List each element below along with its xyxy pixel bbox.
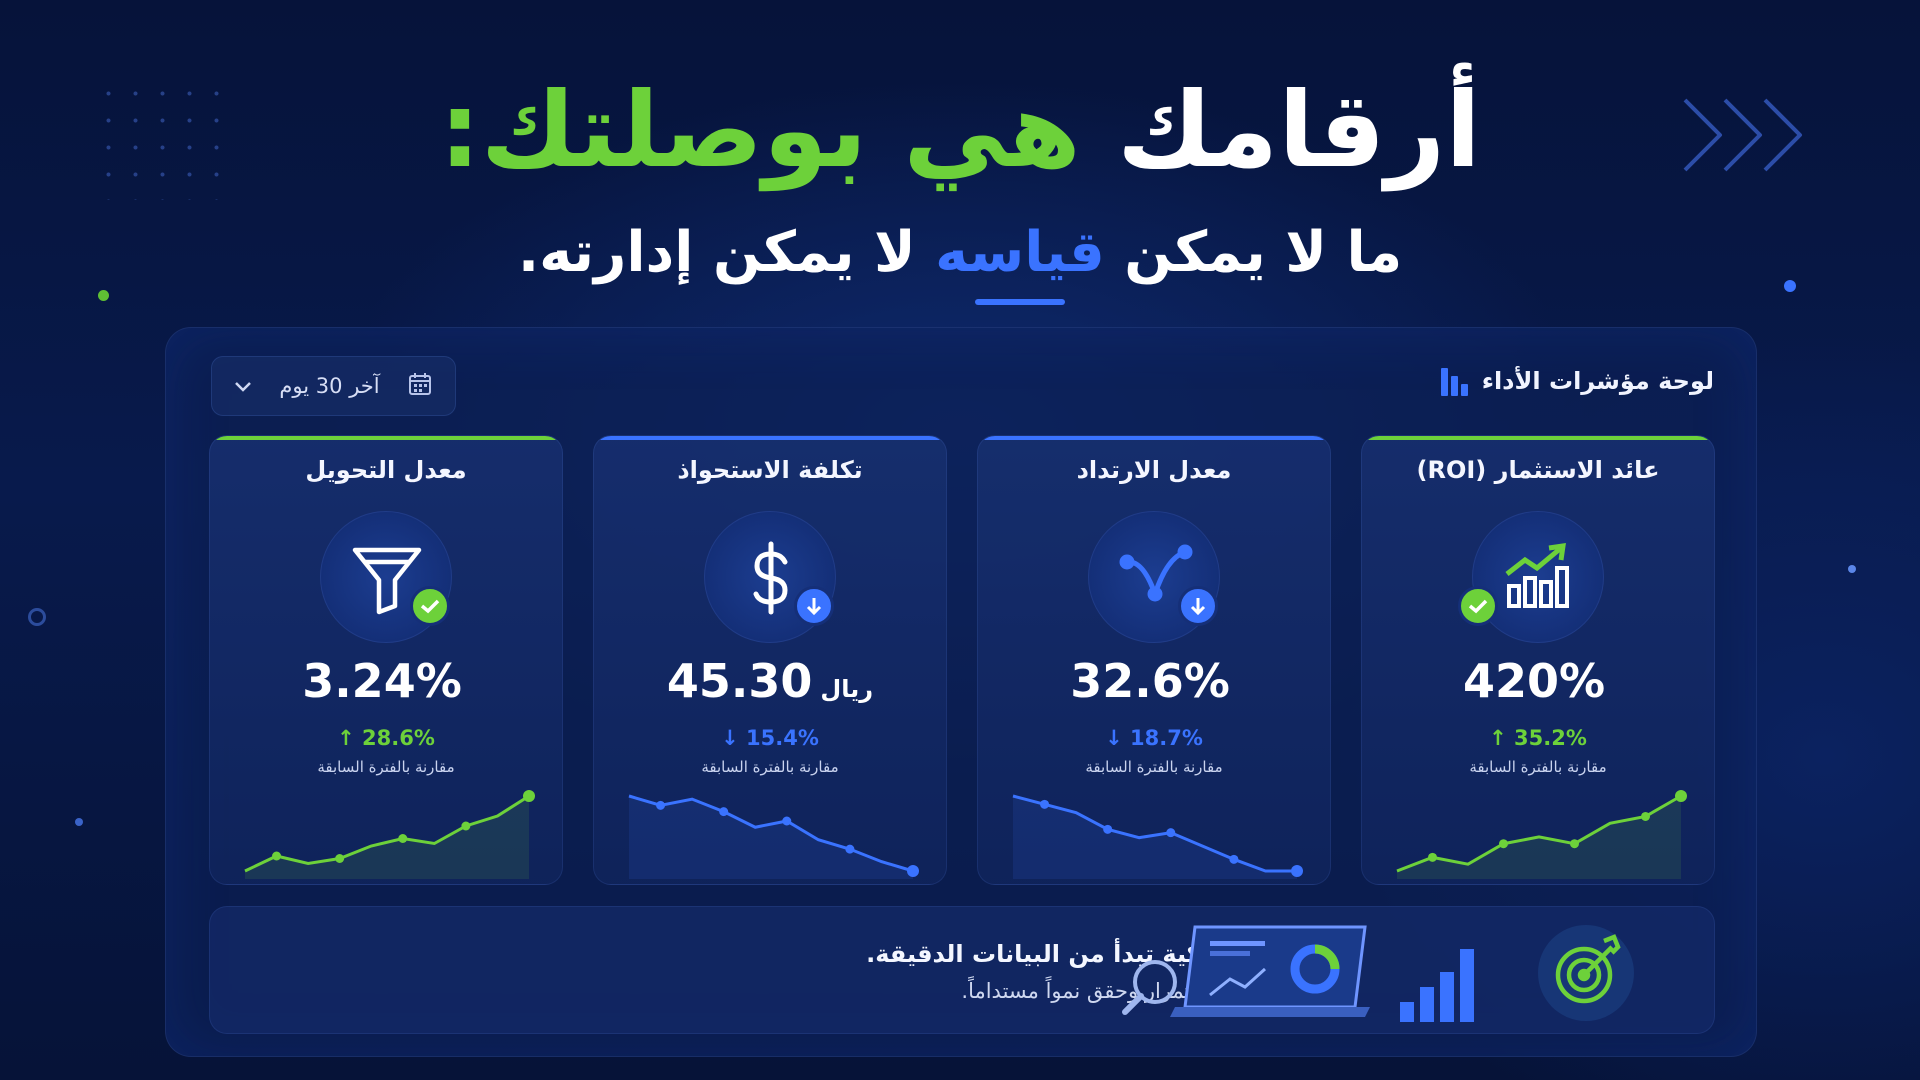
dollar-icon xyxy=(753,541,788,615)
kpi-card-acquisition-cost[interactable]: تكلفة الاستحواذ 45.30 ريال ↓ 15.4% مقارنة… xyxy=(593,435,947,885)
sparkline-point xyxy=(1040,799,1050,809)
kpi-comparison: مقارنة بالفترة السابقة xyxy=(317,758,455,776)
sparkline-area xyxy=(245,796,529,879)
kpi-value: 3.24% xyxy=(302,654,462,708)
card-accent-bar xyxy=(1366,436,1710,440)
green-dot-decoration xyxy=(98,290,109,301)
headline-green: هي بوصلتك: xyxy=(439,69,1081,191)
check-icon xyxy=(1458,586,1498,626)
sparkline-point xyxy=(1570,839,1579,849)
sparkline-point xyxy=(335,854,345,863)
headline: أرقامك هي بوصلتك: xyxy=(0,70,1920,190)
card-accent-bar xyxy=(982,436,1326,440)
subheadline: ما لا يمكن قياسه لا يمكن إدارته. xyxy=(0,215,1920,291)
sparkline-point xyxy=(1291,865,1303,877)
sparkline-line xyxy=(1012,794,1297,873)
sparkline-point xyxy=(461,821,471,831)
sparkline-point xyxy=(1641,811,1650,821)
sparkline-point xyxy=(656,800,666,810)
target-icon xyxy=(1538,925,1634,1021)
sparkline-point xyxy=(782,816,792,826)
subheadline-part2: لا يمكن إدارته. xyxy=(517,220,916,285)
analytics-illustration xyxy=(1122,925,1474,1022)
subheadline-highlight: قياسه xyxy=(935,215,1105,291)
magnifier-icon xyxy=(1122,960,1177,1015)
kpi-card-bounce-rate[interactable]: معدل الارتداد 32.6% ↓ 18.7% مقارنة بالفت… xyxy=(977,435,1331,885)
headline-white: أرقامك xyxy=(1116,69,1481,191)
kpi-comparison: مقارنة بالفترة السابقة xyxy=(701,758,839,776)
bar-chart-icon xyxy=(1440,366,1468,396)
dashboard-title: لوحة مؤشرات الأداء xyxy=(1481,367,1714,395)
chevron-down-icon xyxy=(234,374,252,398)
sparkline-point xyxy=(1166,828,1176,838)
bar-growth-icon xyxy=(1400,949,1474,1022)
kpi-value: 420% xyxy=(1462,654,1606,708)
sparkline-point xyxy=(1428,852,1437,862)
sparkline-point xyxy=(1103,824,1113,834)
icon-circle xyxy=(1472,511,1604,643)
calendar-icon xyxy=(407,371,433,402)
card-title: عائد الاستثمار (ROI) xyxy=(1416,456,1660,484)
funnel-icon xyxy=(352,547,422,615)
sparkline-point xyxy=(907,865,919,877)
card-title: تكلفة الاستحواذ xyxy=(677,456,863,484)
ring-decoration xyxy=(28,608,46,626)
kpi-cards: عائد الاستثمار (ROI) 420% ↑ 35.2% مقارنة… xyxy=(209,435,1715,885)
sparkline-point xyxy=(272,851,282,861)
kpi-delta: ↓ 18.7% xyxy=(1105,726,1203,750)
sparkline-point xyxy=(398,834,408,843)
card-title: معدل التحويل xyxy=(305,456,467,484)
arrow-down-icon xyxy=(794,586,834,626)
arrow-down-icon xyxy=(1178,586,1218,626)
kpi-delta: ↑ 28.6% xyxy=(337,726,435,750)
sparkline-point xyxy=(523,790,535,802)
card-accent-bar xyxy=(214,436,558,440)
blue-dot-decoration xyxy=(1784,280,1796,292)
chevrons-decoration xyxy=(1683,98,1802,172)
sparkline-point xyxy=(1499,839,1508,849)
bounce-arrow-icon xyxy=(1119,544,1193,602)
blue-dot-decoration xyxy=(1848,565,1856,573)
sparkline xyxy=(628,794,919,879)
sparkline-area xyxy=(1013,796,1297,879)
sparkline-line xyxy=(1396,794,1682,873)
sparkline-line xyxy=(628,794,914,873)
sparkline xyxy=(1396,790,1687,879)
card-title: معدل الارتداد xyxy=(1076,456,1232,484)
sparkline-point xyxy=(1675,790,1687,802)
kpi-card-roi[interactable]: عائد الاستثمار (ROI) 420% ↑ 35.2% مقارنة… xyxy=(1361,435,1715,885)
dashboard-header: لوحة مؤشرات الأداء xyxy=(1440,366,1714,396)
bar-chart-trend-icon xyxy=(1505,543,1569,608)
dot-grid-decoration xyxy=(95,80,235,200)
sparkline xyxy=(1012,794,1303,879)
kpi-delta: ↓ 15.4% xyxy=(721,726,819,750)
sparkline-line xyxy=(244,794,530,873)
insight-banner: القرارات الذكية تبدأ من البيانات الدقيقة… xyxy=(209,906,1715,1034)
kpi-delta: ↑ 35.2% xyxy=(1489,726,1587,750)
blue-dot-decoration xyxy=(75,818,83,826)
kpi-comparison: مقارنة بالفترة السابقة xyxy=(1085,758,1223,776)
sparkline-point xyxy=(845,844,855,854)
date-range-dropdown[interactable]: آخر 30 يوم xyxy=(211,356,456,416)
check-icon xyxy=(410,586,450,626)
sparkline-point xyxy=(719,807,729,817)
laptop-icon xyxy=(1170,925,1370,1017)
subheadline-part1: ما لا يمكن xyxy=(1124,220,1403,285)
kpi-value: 32.6% xyxy=(1070,654,1230,708)
kpi-value: 45.30 ريال xyxy=(666,654,874,708)
date-range-label: آخر 30 يوم xyxy=(279,374,380,398)
sparkline xyxy=(244,790,535,879)
sparkline-area xyxy=(629,796,913,879)
kpi-comparison: مقارنة بالفترة السابقة xyxy=(1469,758,1607,776)
sparkline-point xyxy=(1229,854,1239,864)
card-accent-bar xyxy=(598,436,942,440)
kpi-card-conversion-rate[interactable]: معدل التحويل 3.24% ↑ 28.6% مقارنة بالفتر… xyxy=(209,435,563,885)
dashboard-panel: لوحة مؤشرات الأداء آخر 30 يوم عائد الاست… xyxy=(165,327,1757,1057)
